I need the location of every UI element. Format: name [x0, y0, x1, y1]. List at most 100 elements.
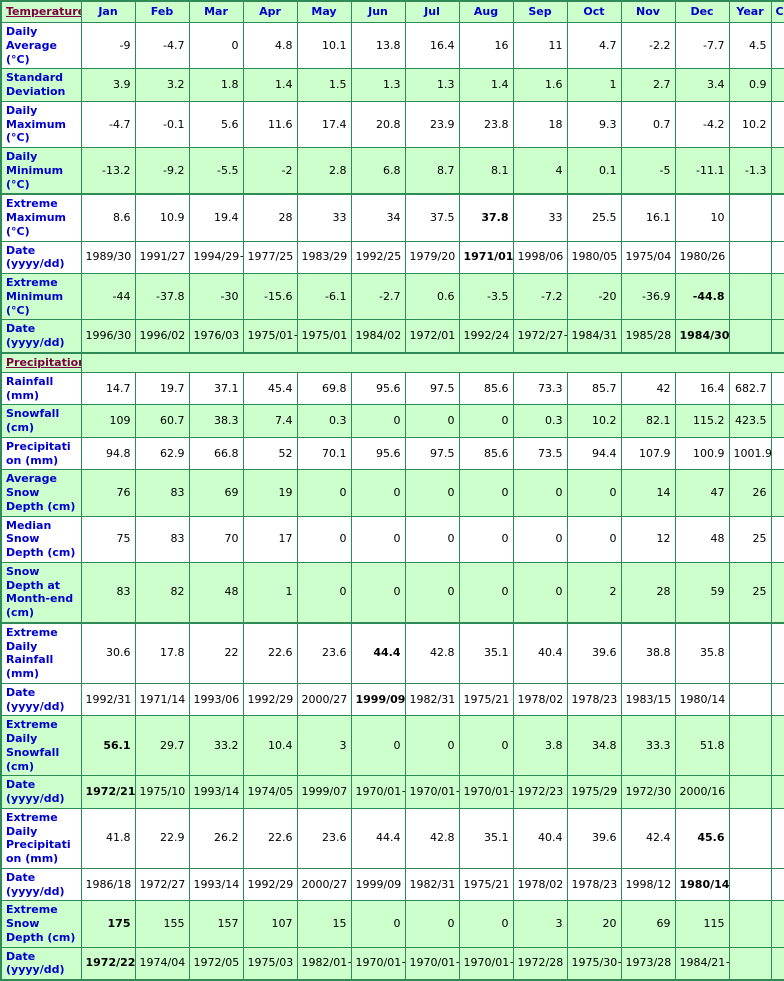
- cell-date-yyyydd-code: [770, 775, 784, 809]
- cell-snow-depth-at-month-end-cm-apr: 1: [242, 561, 298, 624]
- cell-date-yyyydd-dec: 1980/26: [674, 240, 730, 274]
- row-label-date-yyyydd: Date (yyyy/dd): [0, 775, 82, 809]
- cell-average-snow-depth-cm-dec: 47: [674, 469, 730, 517]
- cell-extreme-daily-rainfall-mm-jul: 42.8: [404, 621, 460, 684]
- cell-date-yyyydd-aug: 1971/01: [458, 240, 514, 274]
- cell-date-yyyydd-nov: 1972/30: [620, 775, 676, 809]
- cell-extreme-snow-depth-cm-feb: 155: [134, 900, 190, 948]
- cell-precipitation-mm-oct: 94.4: [566, 436, 622, 471]
- cell-extreme-snow-depth-cm-jun: 0: [350, 900, 406, 948]
- row-label-daily-average-c: Daily Average (°C): [0, 21, 82, 70]
- cell-extreme-daily-snowfall-cm-nov: 33.3: [620, 715, 676, 777]
- table-row: Extreme Maximum (°C) 8.6 10.9 19.4 28 33 34 37.…: [0, 193, 784, 242]
- table-row: Standard Deviation 3.9 3.2 1.8 1.4 1.5 1.3 1.3 1…: [0, 68, 784, 102]
- cell-snowfall-cm-apr: 7.4: [242, 404, 298, 438]
- cell-snow-depth-at-month-end-cm-feb: 82: [134, 561, 190, 624]
- cell-extreme-snow-depth-cm-aug: 0: [458, 900, 514, 948]
- cell-extreme-daily-rainfall-mm-apr: 22.6: [242, 621, 298, 684]
- cell-extreme-daily-rainfall-mm-jan: 30.6: [80, 621, 136, 684]
- cell-median-snow-depth-cm-apr: 17: [242, 515, 298, 563]
- cell-extreme-daily-precipitation-mm-apr: 22.6: [242, 807, 298, 869]
- cell-daily-maximum-c-dec: -4.2: [674, 100, 730, 149]
- table-row: Precipitation (mm) 94.8 62.9 66.8 52 70.1 95.6…: [0, 436, 784, 471]
- cell-date-yyyydd-jan: 1972/22: [80, 946, 136, 981]
- cell-extreme-maximum-c-jun: 34: [350, 193, 406, 242]
- cell-extreme-minimum-c-year: [728, 272, 772, 321]
- cell-date-yyyydd-mar: 1993/06: [188, 682, 244, 717]
- cell-date-yyyydd-may: 1975/01: [296, 319, 352, 354]
- cell-extreme-maximum-c-may: 33: [296, 193, 352, 242]
- cell-average-snow-depth-cm-jul: 0: [404, 469, 460, 517]
- cell-rainfall-mm-nov: 42: [620, 371, 676, 406]
- cell-date-yyyydd-may: 1982/01+: [296, 946, 352, 981]
- cell-extreme-maximum-c-jul: 37.5: [404, 193, 460, 242]
- cell-snowfall-cm-dec: 115.2: [674, 404, 730, 438]
- cell-average-snow-depth-cm-year: 26: [728, 469, 772, 517]
- cell-average-snow-depth-cm-mar: 69: [188, 469, 244, 517]
- cell-extreme-daily-snowfall-cm-oct: 34.8: [566, 715, 622, 777]
- cell-median-snow-depth-cm-aug: 0: [458, 515, 514, 563]
- cell-precipitation-mm-code: A: [770, 436, 784, 471]
- cell-daily-minimum-c-year: -1.3: [728, 147, 772, 195]
- cell-snow-depth-at-month-end-cm-jul: 0: [404, 561, 460, 624]
- cell-daily-minimum-c-jan: -13.2: [80, 147, 136, 195]
- cell-standard-deviation-may: 1.5: [296, 68, 352, 102]
- cell-extreme-daily-precipitation-mm-jun: 44.4: [350, 807, 406, 869]
- cell-date-yyyydd-oct: 1975/30+: [566, 946, 622, 981]
- table-row: Date (yyyy/dd) 1972/21 1975/10 1993/14 1974/…: [0, 775, 784, 809]
- cell-date-yyyydd-jul: 1982/31: [404, 867, 460, 902]
- row-label-rainfall-mm: Rainfall (mm): [0, 371, 82, 406]
- cell-date-yyyydd-jan: 1992/31: [80, 682, 136, 717]
- cell-date-yyyydd-may: 2000/27: [296, 682, 352, 717]
- cell-daily-average-c-jul: 16.4: [404, 21, 460, 70]
- cell-standard-deviation-jun: 1.3: [350, 68, 406, 102]
- column-header-aug: Aug: [458, 0, 514, 23]
- table-row: Median Snow Depth (cm) 75 83 70 17 0 0 0 0 0 0 12 48…: [0, 515, 784, 563]
- row-label-daily-minimum-c: Daily Minimum (°C): [0, 147, 82, 195]
- cell-standard-deviation-mar: 1.8: [188, 68, 244, 102]
- cell-daily-average-c-dec: -7.7: [674, 21, 730, 70]
- table-row: Daily Average (°C) -9 -4.7 0 4.8 10.1 13.8 16.4…: [0, 21, 784, 70]
- row-label-average-snow-depth-cm: Average Snow Depth (cm): [0, 469, 82, 517]
- column-header-apr: Apr: [242, 0, 298, 23]
- cell-date-yyyydd-mar: 1993/14: [188, 775, 244, 809]
- cell-daily-average-c-code: A: [770, 21, 784, 70]
- cell-date-yyyydd-jun: 1970/01+: [350, 775, 406, 809]
- cell-daily-average-c-may: 10.1: [296, 21, 352, 70]
- cell-snowfall-cm-feb: 60.7: [134, 404, 190, 438]
- cell-daily-minimum-c-feb: -9.2: [134, 147, 190, 195]
- cell-extreme-daily-snowfall-cm-code: [770, 715, 784, 777]
- cell-date-yyyydd-apr: 1975/01+: [242, 319, 298, 354]
- table-row: Date (yyyy/dd) 1986/18 1972/27 1993/14 1992/…: [0, 867, 784, 902]
- cell-rainfall-mm-oct: 85.7: [566, 371, 622, 406]
- cell-date-yyyydd-aug: 1970/01+: [458, 946, 514, 981]
- cell-extreme-daily-rainfall-mm-may: 23.6: [296, 621, 352, 684]
- cell-standard-deviation-code: A: [770, 68, 784, 102]
- cell-date-yyyydd-feb: 1975/10: [134, 775, 190, 809]
- cell-daily-average-c-nov: -2.2: [620, 21, 676, 70]
- cell-snowfall-cm-jun: 0: [350, 404, 406, 438]
- cell-date-yyyydd-dec: 1984/30: [674, 319, 730, 354]
- cell-standard-deviation-dec: 3.4: [674, 68, 730, 102]
- cell-snowfall-cm-oct: 10.2: [566, 404, 622, 438]
- cell-precipitation-mm-jan: 94.8: [80, 436, 136, 471]
- table-row: Daily Minimum (°C) -13.2 -9.2 -5.5 -2 2.8 6.8 8…: [0, 147, 784, 195]
- cell-date-yyyydd-apr: 1977/25: [242, 240, 298, 274]
- cell-extreme-snow-depth-cm-apr: 107: [242, 900, 298, 948]
- cell-snow-depth-at-month-end-cm-mar: 48: [188, 561, 244, 624]
- cell-extreme-snow-depth-cm-jan: 175: [80, 900, 136, 948]
- cell-date-yyyydd-feb: 1971/14: [134, 682, 190, 717]
- cell-date-yyyydd-feb: 1972/27: [134, 867, 190, 902]
- cell-daily-minimum-c-nov: -5: [620, 147, 676, 195]
- cell-daily-maximum-c-nov: 0.7: [620, 100, 676, 149]
- table-row: Extreme Daily Precipitation (mm) 41.8 22.9…: [0, 807, 784, 869]
- cell-extreme-daily-precipitation-mm-jul: 42.8: [404, 807, 460, 869]
- cell-precipitation-mm-nov: 107.9: [620, 436, 676, 471]
- cell-rainfall-mm-jun: 95.6: [350, 371, 406, 406]
- cell-daily-maximum-c-code: A: [770, 100, 784, 149]
- cell-standard-deviation-apr: 1.4: [242, 68, 298, 102]
- cell-extreme-daily-snowfall-cm-jun: 0: [350, 715, 406, 777]
- cell-date-yyyydd-aug: 1992/24: [458, 319, 514, 354]
- table-row: Date (yyyy/dd) 1992/31 1971/14 1993/06 1992/…: [0, 682, 784, 717]
